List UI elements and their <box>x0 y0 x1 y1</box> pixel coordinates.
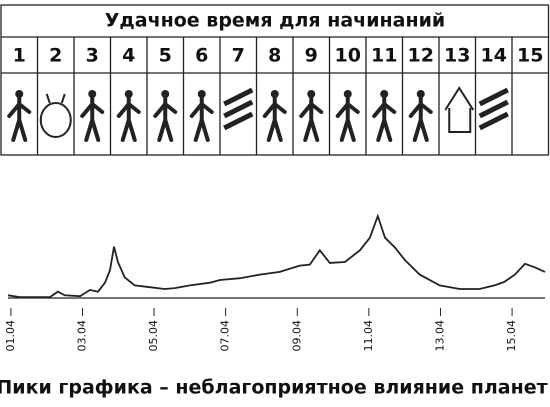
x-tick-label: 05.04 <box>147 320 160 352</box>
icon <box>299 96 324 142</box>
x-tick-label: 13.04 <box>433 320 446 352</box>
column-number: 4 <box>122 45 135 67</box>
column-number: 10 <box>335 45 361 67</box>
x-tick-label: 11.04 <box>362 320 375 352</box>
column-number: 5 <box>159 45 172 67</box>
column-number: 7 <box>232 45 245 67</box>
icon <box>80 96 105 142</box>
icon <box>444 86 475 133</box>
column-number: 14 <box>481 45 507 67</box>
icon <box>161 90 170 98</box>
icon <box>223 111 254 131</box>
column-number: 6 <box>195 45 208 67</box>
column-number: 11 <box>371 45 397 67</box>
x-tick-label: 09.04 <box>290 320 303 352</box>
line <box>7 213 546 298</box>
column-number: 2 <box>49 45 62 67</box>
column-number: 3 <box>86 45 99 67</box>
icon <box>124 90 133 98</box>
column-number: 15 <box>517 45 543 67</box>
icon <box>153 96 178 142</box>
icon <box>478 87 509 107</box>
icon <box>39 102 72 138</box>
column-number: 1 <box>13 45 26 67</box>
icon <box>372 96 397 142</box>
icon <box>197 90 206 98</box>
icon <box>380 90 389 98</box>
icon <box>88 90 97 98</box>
column-number: 9 <box>305 45 318 67</box>
x-tick-label: 01.04 <box>4 320 17 352</box>
caption: Пики графика – неблагоприятное влияние п… <box>0 377 548 399</box>
icon <box>223 87 254 107</box>
column-number: 8 <box>268 45 281 67</box>
icon <box>15 90 24 98</box>
icon <box>262 96 287 142</box>
column-number: 13 <box>444 45 470 67</box>
icon <box>416 90 425 98</box>
table-title: Удачное время для начинаний <box>105 10 445 32</box>
icon <box>270 90 279 98</box>
icon <box>223 99 254 119</box>
icon <box>7 96 32 142</box>
icon <box>45 93 66 104</box>
column-number: 12 <box>408 45 434 67</box>
table-frame <box>0 4 550 156</box>
icon <box>189 96 214 142</box>
icon <box>116 96 141 142</box>
x-tick-label: 03.04 <box>75 320 88 352</box>
x-tick-label: 07.04 <box>219 320 232 352</box>
icon <box>478 111 509 131</box>
icon <box>335 96 360 142</box>
icon <box>408 96 433 142</box>
icon <box>478 99 509 119</box>
x-tick-label: 15.04 <box>505 320 518 352</box>
icon <box>343 90 352 98</box>
icon <box>307 90 316 98</box>
